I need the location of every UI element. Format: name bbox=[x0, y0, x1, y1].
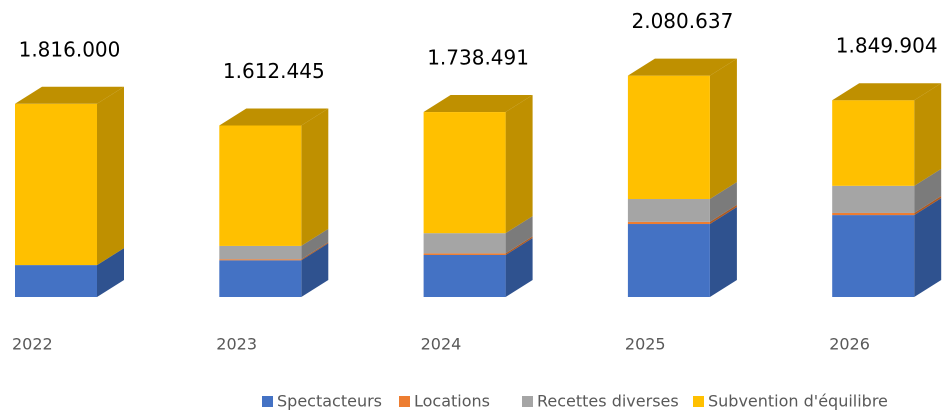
total-label: 1.816.000 bbox=[19, 37, 121, 61]
bar bbox=[15, 265, 97, 297]
x-tick-label: 2022 bbox=[12, 335, 53, 354]
bar bbox=[832, 212, 915, 216]
bar-top bbox=[627, 58, 737, 76]
total-label: 1.612.445 bbox=[223, 59, 325, 83]
bar bbox=[423, 254, 506, 297]
bar-side bbox=[301, 242, 329, 261]
bar-side bbox=[505, 236, 533, 255]
bar bbox=[423, 233, 506, 254]
bar bbox=[423, 112, 506, 234]
bar bbox=[627, 75, 710, 200]
x-tick-label: 2024 bbox=[421, 335, 462, 354]
bar-side bbox=[301, 228, 329, 260]
bar bbox=[627, 199, 710, 222]
x-tick-label: 2026 bbox=[829, 335, 870, 354]
total-label: 2.080.637 bbox=[632, 9, 734, 33]
bar bbox=[219, 245, 302, 260]
bar-side bbox=[914, 198, 942, 297]
bar bbox=[832, 185, 915, 213]
bar bbox=[15, 103, 97, 266]
legend-swatch bbox=[262, 396, 273, 407]
bar bbox=[832, 215, 915, 297]
bar-side bbox=[97, 248, 124, 297]
bar-side bbox=[914, 195, 942, 216]
bar bbox=[627, 224, 710, 297]
legend-label: Recettes diverses bbox=[537, 392, 679, 411]
bar-side bbox=[505, 237, 533, 297]
bar-top bbox=[423, 95, 533, 113]
bar-top bbox=[15, 86, 124, 104]
bar bbox=[219, 260, 302, 297]
bar bbox=[219, 125, 302, 246]
bar-side bbox=[301, 243, 329, 297]
bar-side bbox=[505, 216, 533, 254]
legend-swatch bbox=[693, 396, 704, 407]
total-label: 1.849.904 bbox=[836, 34, 938, 58]
legend-swatch bbox=[399, 396, 410, 407]
bar-side bbox=[709, 204, 737, 225]
total-label: 1.738.491 bbox=[427, 46, 529, 70]
legend-label: Spectacteurs bbox=[277, 392, 382, 411]
bar-side bbox=[709, 207, 737, 297]
bar bbox=[832, 100, 915, 186]
bar bbox=[219, 259, 302, 261]
legend-swatch bbox=[522, 396, 533, 407]
bar bbox=[627, 221, 710, 225]
bar-side bbox=[914, 83, 942, 186]
bar-top bbox=[219, 108, 329, 126]
bar-side bbox=[505, 95, 533, 234]
bar-side bbox=[709, 58, 737, 200]
bar-side bbox=[709, 182, 737, 222]
bar-side bbox=[301, 108, 329, 246]
x-tick-label: 2023 bbox=[216, 335, 257, 354]
legend-label: Locations bbox=[414, 392, 490, 411]
bar-top bbox=[832, 83, 942, 101]
x-tick-label: 2025 bbox=[625, 335, 666, 354]
bar-side bbox=[97, 86, 124, 266]
legend-label: Subvention d'équilibre bbox=[708, 392, 888, 411]
bar-side bbox=[914, 168, 942, 213]
bar bbox=[423, 253, 506, 255]
